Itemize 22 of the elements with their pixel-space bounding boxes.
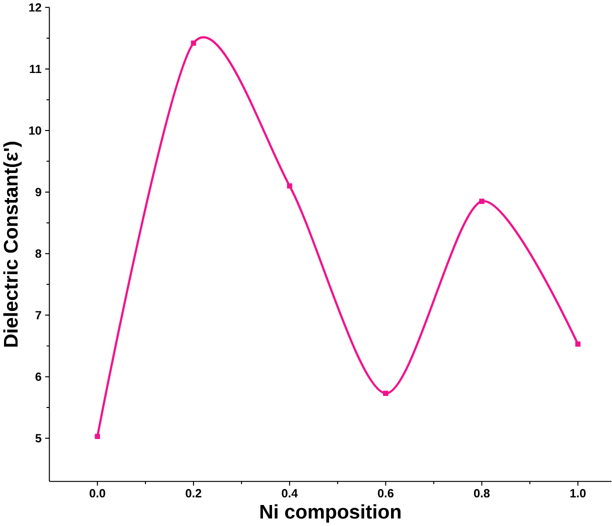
x-tick-label: 0.8	[474, 489, 490, 498]
point	[479, 198, 484, 204]
x-axis-title: Ni composition	[260, 504, 401, 523]
x-tick-label: 0.6	[378, 489, 394, 498]
y-tick-label: 11	[30, 64, 42, 74]
x-tick-label: 0.2	[186, 489, 202, 498]
y-tick-label: 7	[36, 311, 42, 320]
x-tick-label: 0.4	[282, 489, 298, 498]
x-tick-label: 0.0	[90, 489, 106, 498]
point	[94, 434, 100, 440]
y-tick-label: 12	[29, 3, 42, 12]
point	[286, 183, 292, 189]
point	[575, 342, 580, 347]
y-tick-label: 6	[36, 372, 42, 381]
y-tick-label: 9	[35, 188, 42, 196]
y-axis-title: Dielectric Constant(ε')	[3, 142, 22, 347]
y-tick-label: 8	[35, 249, 42, 258]
y-tick-label: 5	[35, 434, 42, 442]
x-tick-label: 1.0	[570, 489, 586, 498]
point	[383, 390, 388, 396]
point	[190, 40, 196, 46]
y-tick-label: 10	[29, 126, 42, 135]
